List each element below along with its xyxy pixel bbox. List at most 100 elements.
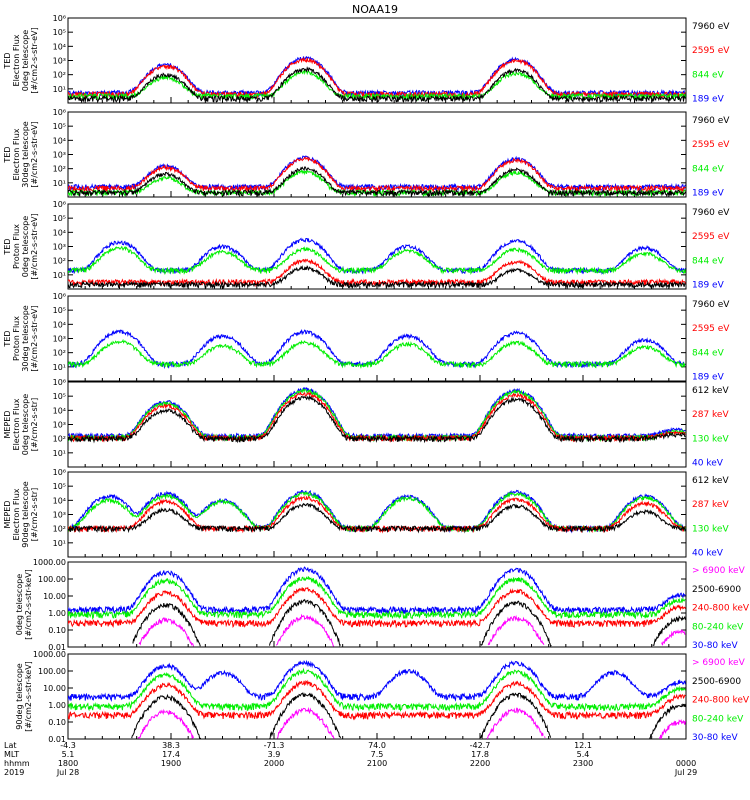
y-axis-label: TED (3, 52, 12, 69)
series-black (68, 166, 686, 197)
x-tick-label: 17.8 (471, 750, 489, 759)
y-axis-label: MEPED (3, 501, 12, 529)
series-black (68, 502, 686, 534)
x-tick-label: 38.3 (162, 741, 180, 750)
legend-entry: 189 eV (692, 95, 725, 105)
x-row-label: 2019 (4, 768, 24, 777)
x-tick-label: 2100 (367, 759, 387, 768)
y-axis-label: MEPED (3, 411, 12, 439)
panel-ted-p-30deg: 10¹ 10² 10³ 10⁴ 10⁵ 10⁶ TED Proton Flux 30deg te… (3, 292, 730, 383)
legend-entry: 189 eV (692, 281, 725, 291)
y-tick-label: 10⁶ (53, 14, 66, 23)
y-tick-label: 10³ (53, 421, 66, 430)
series-black (132, 598, 686, 647)
series-black (68, 264, 686, 289)
x-tick-label: 1800 (58, 759, 78, 768)
panel-frame (67, 471, 687, 558)
y-tick-label: 10⁴ (53, 228, 66, 237)
y-tick-label: 10⁵ (53, 122, 66, 131)
x-tick-label: 17.4 (162, 750, 180, 759)
x-row-label: MLT (4, 750, 19, 759)
y-tick-label: 1000.00 (33, 558, 66, 567)
y-axis-label: 90deg telescope (21, 481, 30, 548)
y-tick-label: 10⁴ (53, 42, 66, 51)
y-axis-label: TED (3, 238, 12, 255)
series-group (68, 386, 686, 444)
legend-entry: 844 eV (692, 164, 725, 174)
panel-frame (67, 111, 687, 198)
y-tick-label: 10⁴ (53, 136, 66, 145)
legend-entry: 7960 eV (692, 116, 730, 126)
series-blue (68, 659, 686, 702)
y-tick-label: 10³ (53, 511, 66, 520)
y-axis-label: 30deg telescope (21, 305, 30, 372)
y-tick-label: 0.10 (48, 626, 66, 635)
legend-entry: > 6900 keV (692, 566, 746, 576)
x-tick-label: 74.0 (368, 741, 386, 750)
y-axis-label: [#/cm2-s-str-eV] (30, 213, 39, 279)
series-blue (68, 329, 686, 370)
y-axis-label: [#/cm2-s-str] (30, 488, 39, 541)
y-axis-label: [#/cm2-s-str-eV] (30, 27, 39, 93)
series-black (131, 691, 686, 739)
series-red (68, 391, 686, 443)
y-tick-label: 10² (53, 349, 66, 358)
y-tick-label: 0.10 (48, 718, 66, 727)
panel-meped-p-0deg: 0.01 0.10 1.00 10.00 100.00 1000.00 0deg teles… (15, 558, 750, 652)
series-group (68, 329, 686, 370)
y-axis-label: Proton Flux (12, 316, 21, 361)
y-axis-label: 0deg telescope (15, 574, 24, 635)
y-tick-label: 1.00 (48, 609, 66, 618)
panel-meped-e-90deg: 10¹ 10² 10³ 10⁴ 10⁵ 10⁶ MEPED Electron Flux 90de… (3, 468, 729, 559)
y-tick-label: 10⁶ (53, 292, 66, 301)
series-group (68, 659, 686, 739)
series-group (68, 155, 686, 197)
y-axis-label: Electron Flux (12, 398, 21, 450)
legend-entry: 2500-6900 (692, 677, 741, 687)
x-tick-label: 3.9 (268, 750, 281, 759)
y-tick-label: 10¹ (53, 85, 66, 94)
series-magenta (138, 613, 686, 647)
panel-meped-e-0deg: 10¹ 10² 10³ 10⁴ 10⁵ 10⁶ MEPED Electron Flux 0deg… (3, 378, 729, 469)
y-tick-label: 10⁶ (53, 468, 66, 477)
legend-entry: 844 eV (692, 70, 725, 80)
x-tick-label: -4.3 (60, 741, 76, 750)
legend-entry: 189 eV (692, 189, 725, 199)
legend-entry: 40 keV (692, 459, 724, 469)
x-tick-label: Jul 29 (674, 768, 697, 777)
x-tick-label: 12.1 (574, 741, 592, 750)
x-tick-label: -71.3 (264, 741, 285, 750)
y-axis-label: 30deg telescope (21, 121, 30, 188)
x-tick-label: 5.4 (577, 750, 590, 759)
legend-entry: 7960 eV (692, 22, 730, 32)
legend-entry: > 6900 keV (692, 658, 746, 668)
y-tick-label: 10¹ (53, 363, 66, 372)
legend-entry: 2595 eV (692, 46, 730, 56)
series-red (68, 586, 686, 629)
legend-entry: 2595 eV (692, 232, 730, 242)
legend-entry: 189 eV (692, 373, 725, 383)
legend-entry: 30-80 keV (692, 641, 738, 651)
legend-entry: 612 keV (692, 386, 729, 396)
series-green (68, 576, 686, 620)
x-row-label: hhmm (4, 759, 30, 768)
y-axis-label: 90deg telescope (15, 663, 24, 730)
y-axis-label: Electron Flux (12, 488, 21, 540)
series-green (68, 387, 686, 443)
y-tick-label: 10⁶ (53, 200, 66, 209)
series-blue (68, 155, 686, 192)
x-tick-label: Jul 28 (56, 768, 79, 777)
legend-entry: 2595 eV (692, 140, 730, 150)
series-blue (68, 386, 686, 442)
y-tick-label: 10⁵ (53, 306, 66, 315)
series-green (68, 338, 686, 369)
x-tick-label: -42.7 (470, 741, 491, 750)
y-tick-label: 10³ (53, 151, 66, 160)
y-tick-label: 0.01 (48, 643, 66, 652)
y-tick-label: 10¹ (53, 179, 66, 188)
legend-entry: 80-240 keV (692, 714, 744, 724)
y-tick-label: 10³ (53, 243, 66, 252)
y-tick-label: 10⁵ (53, 482, 66, 491)
y-axis-label: [#/cm2-s-str-keV] (24, 661, 33, 732)
